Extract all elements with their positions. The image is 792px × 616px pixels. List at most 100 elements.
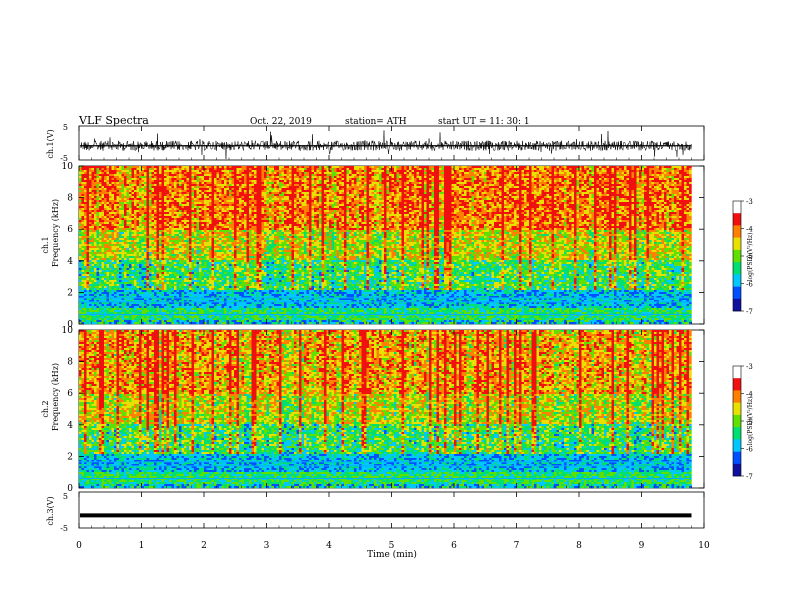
spectrogram-cell bbox=[99, 232, 102, 234]
spectrogram-cell bbox=[284, 278, 287, 286]
spectrogram-cell bbox=[264, 210, 267, 212]
spectrogram-cell bbox=[269, 284, 272, 288]
spectrogram-cell bbox=[237, 226, 240, 228]
spectrogram-cell bbox=[287, 168, 290, 176]
spectrogram-cell bbox=[164, 180, 167, 182]
spectrogram-cell bbox=[234, 318, 237, 320]
spectrogram-cell bbox=[224, 204, 227, 206]
spectrogram-cell bbox=[124, 244, 127, 248]
spectrogram-cell bbox=[112, 266, 115, 268]
spectrogram-cell bbox=[137, 236, 140, 238]
spectrogram-cell bbox=[237, 232, 240, 236]
spectrogram-cell bbox=[139, 286, 142, 288]
spectrogram-cell bbox=[202, 248, 205, 252]
spectrogram-cell bbox=[199, 306, 202, 308]
spectrogram-cell bbox=[294, 318, 297, 320]
spectrogram-cell bbox=[134, 216, 137, 218]
spectrogram-cell bbox=[157, 290, 160, 292]
spectrogram-cell bbox=[172, 308, 175, 310]
spectrogram-cell bbox=[154, 318, 157, 320]
spectrogram-cell bbox=[147, 310, 150, 312]
spectrogram-cell bbox=[154, 176, 157, 178]
spectrogram-cell bbox=[172, 260, 175, 262]
spectrogram-cell bbox=[134, 200, 137, 206]
spectrogram-cell bbox=[194, 248, 197, 250]
spectrogram-cell bbox=[312, 220, 315, 222]
spectrogram-cell bbox=[127, 168, 130, 170]
spectrogram-cell bbox=[142, 264, 145, 266]
spectrogram-cell bbox=[187, 192, 190, 194]
spectrogram-cell bbox=[112, 278, 115, 280]
spectrogram-cell bbox=[277, 232, 280, 236]
spectrogram-cell bbox=[124, 262, 127, 264]
spectrogram-cell bbox=[207, 200, 210, 206]
spectrogram-cell bbox=[134, 186, 137, 190]
spectrogram-cell bbox=[169, 172, 172, 176]
spectrogram-cell bbox=[254, 250, 257, 252]
spectrogram-cell bbox=[214, 258, 217, 262]
spectrogram-cell bbox=[277, 210, 280, 212]
spectrogram-cell bbox=[172, 192, 175, 198]
spectrogram-cell bbox=[302, 268, 305, 270]
spectrogram-cell bbox=[104, 264, 107, 266]
spectrogram-cell bbox=[177, 226, 180, 228]
spectrogram-cell bbox=[92, 272, 95, 274]
spectrogram-cell bbox=[307, 274, 310, 276]
spectrogram-cell bbox=[119, 214, 122, 220]
spectrogram-cell bbox=[284, 266, 287, 268]
spectrogram-cell bbox=[199, 318, 202, 320]
spectrogram-cell bbox=[177, 258, 180, 260]
spectrogram-cell bbox=[219, 238, 222, 240]
spectrogram-cell bbox=[274, 278, 277, 282]
spectrogram-cell bbox=[194, 200, 197, 202]
spectrogram-cell bbox=[189, 236, 192, 238]
spectrogram-cell bbox=[284, 224, 287, 226]
spectrogram-cell bbox=[307, 234, 310, 236]
spectrogram-cell bbox=[122, 176, 125, 178]
spectrogram-cell bbox=[289, 186, 292, 190]
spectrogram-cell bbox=[254, 242, 257, 244]
spectrogram-cell bbox=[154, 220, 157, 224]
spectrogram-cell bbox=[312, 306, 315, 308]
spectrogram-cell bbox=[142, 208, 145, 210]
spectrogram-cell bbox=[189, 256, 192, 262]
spectrogram-cell bbox=[119, 288, 122, 290]
spectrogram-cell bbox=[214, 276, 217, 278]
spectrogram-cell bbox=[139, 262, 142, 264]
spectrogram-cell bbox=[234, 312, 237, 314]
spectrogram-cell bbox=[192, 190, 195, 192]
spectrogram-cell bbox=[287, 210, 290, 214]
spectrogram-cell bbox=[117, 204, 120, 206]
spectrogram-cell bbox=[154, 254, 157, 256]
spectrogram-cell bbox=[154, 212, 157, 214]
spectrogram-cell bbox=[229, 300, 232, 306]
spectrogram-cell bbox=[187, 236, 190, 238]
spectrogram-cell bbox=[209, 198, 212, 200]
spectrogram-cell bbox=[292, 278, 295, 280]
spectrogram-cell bbox=[219, 250, 222, 252]
spectrogram-cell bbox=[134, 320, 137, 322]
spectrogram-cell bbox=[224, 266, 227, 268]
spectrogram-cell bbox=[92, 232, 95, 234]
spectrogram-cell bbox=[284, 318, 287, 320]
spectrogram-cell bbox=[272, 258, 275, 260]
spectrogram-cell bbox=[119, 198, 122, 200]
spectrogram-cell bbox=[187, 202, 190, 206]
spectrogram-cell bbox=[174, 230, 177, 232]
spectrogram-cell bbox=[227, 188, 230, 190]
spectrogram-cell bbox=[177, 172, 180, 174]
spectrogram-cell bbox=[229, 248, 232, 250]
spectrogram-cell bbox=[304, 178, 307, 182]
spectrogram-cell bbox=[89, 284, 92, 286]
spectrogram-cell bbox=[169, 166, 172, 170]
spectrogram-cell bbox=[254, 244, 257, 246]
spectrogram-cell bbox=[197, 280, 200, 282]
spectrogram-cell bbox=[287, 202, 290, 210]
spectrogram-cell bbox=[189, 262, 192, 268]
spectrogram-cell bbox=[177, 188, 180, 192]
spectrogram-cell bbox=[159, 316, 162, 318]
spectrogram-cell bbox=[207, 260, 210, 268]
spectrogram-cell bbox=[219, 294, 222, 296]
spectrogram-cell bbox=[112, 280, 115, 286]
spectrogram-cell bbox=[227, 202, 230, 204]
